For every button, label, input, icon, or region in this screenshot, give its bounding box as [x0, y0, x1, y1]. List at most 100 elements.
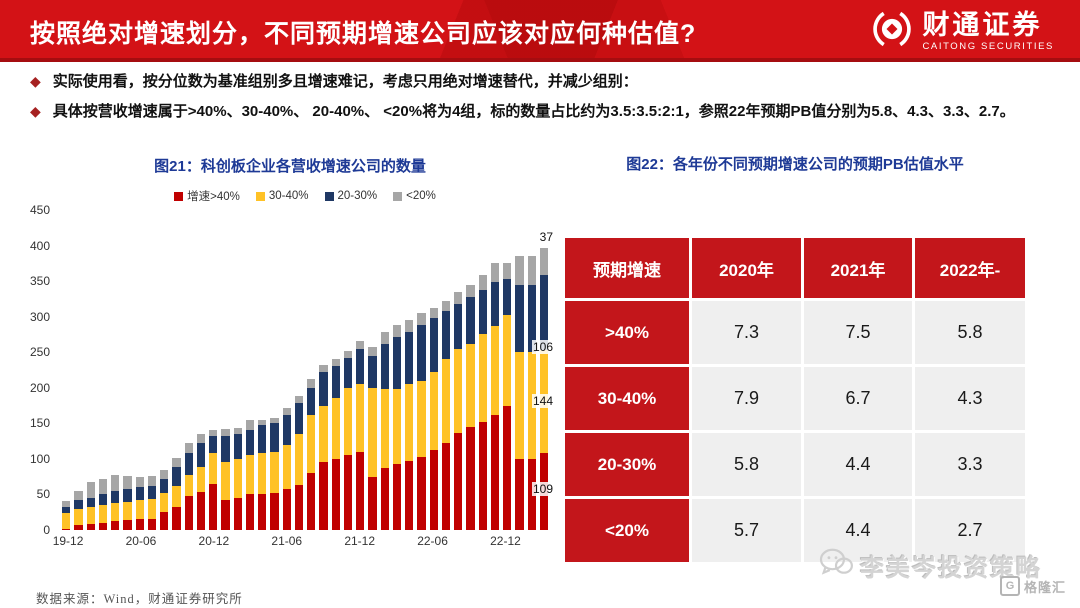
bar-segment [233, 428, 242, 435]
x-axis-tick: 21-06 [271, 534, 303, 548]
stacked-bar-19-12 [62, 500, 71, 530]
caitong-logo: 财通证券 CAITONG SECURITIES [870, 7, 1054, 56]
bar-segment [160, 511, 169, 530]
bar-segment [515, 284, 524, 353]
bar-segment [86, 524, 95, 530]
table-cell: 7.9 [692, 367, 801, 430]
table-cell: 7.5 [804, 301, 912, 364]
bar-segment [405, 332, 414, 385]
chart-x-axis: 19-12 20-06 20-12 21-06 21-12 22-06 22-12 [53, 534, 548, 550]
bar-segment [282, 444, 291, 490]
bar-segment [258, 494, 267, 530]
x-axis-tick: 22-12 [490, 534, 521, 548]
bar-segment [258, 453, 267, 495]
bar-segment [172, 506, 181, 530]
bar-segment [331, 359, 340, 367]
legend-swatch-icon [174, 191, 184, 201]
stacked-bar-20-01 [74, 490, 83, 530]
bar-segment [135, 477, 144, 488]
bar-segment [233, 458, 242, 498]
bar-segment [160, 478, 169, 494]
stacked-bar-20-03 [98, 478, 107, 530]
table-cell: 3.3 [915, 433, 1025, 496]
caitong-logo-text: 财通证券 CAITONG SECURITIES [922, 9, 1054, 52]
bar-segment [319, 462, 328, 530]
bar-segment [331, 366, 340, 399]
bar-segment [429, 308, 438, 319]
figure22-title: 图22：各年份不同预期增速公司的预期PB估值水平 [626, 156, 964, 173]
bar-segment [319, 405, 328, 463]
bar-segment [294, 396, 303, 404]
bar-segment [209, 436, 218, 454]
bar-segment [147, 498, 156, 519]
bar-segment [221, 429, 230, 437]
stacked-bar-20-05 [123, 475, 132, 530]
bar-segment [209, 483, 218, 530]
table-cell: 7.3 [692, 301, 801, 364]
bar-segment [527, 255, 536, 285]
stacked-bar-22-10 [478, 275, 487, 530]
bar-segment [539, 274, 548, 351]
bullet-text: 实际使用看，按分位数为基准组别多且增速难记，考虑只用绝对增速替代，并减少组别： [52, 73, 638, 90]
bar-segment [356, 384, 365, 452]
bar-segment [380, 332, 389, 344]
figure22-table: 预期增速 2020年 2021年 2022年- >40% 7.3 7.5 5.8 30-40% 7… [565, 238, 1025, 562]
bar-segment [343, 387, 352, 456]
bar-segment [123, 501, 132, 521]
bar-segment [392, 463, 401, 530]
bar-segment [184, 474, 193, 496]
logo-name-cn: 财通证券 [922, 9, 1043, 40]
bar-segment [184, 495, 193, 530]
y-axis-tick: 250 [29, 345, 50, 360]
y-axis-tick: 200 [29, 380, 50, 395]
bar-segment [111, 520, 120, 530]
bar-segment [294, 434, 303, 485]
bar-segment [368, 355, 377, 388]
table-header-year: 2020年 [692, 238, 801, 298]
bar-segment [405, 384, 414, 462]
table-cell: 2.7 [915, 499, 1025, 562]
table-row-label: 20-30% [565, 433, 689, 496]
stacked-bar-21-08 [307, 379, 316, 530]
stacked-bar-21-03 [245, 419, 254, 530]
bar-segment [294, 403, 303, 435]
x-axis-tick: 22-06 [417, 534, 448, 548]
bar-segment [307, 414, 316, 474]
bar-segment [478, 275, 487, 290]
bar-segment [478, 421, 487, 530]
table-cell: 5.7 [692, 499, 801, 562]
legend-item: 增速>40% [174, 188, 240, 204]
y-axis-tick: 50 [36, 487, 50, 502]
bar-segment [319, 365, 328, 373]
bar-segment [503, 314, 512, 406]
bar-segment [307, 473, 316, 530]
bar-segment [74, 525, 83, 530]
bar-segment [196, 467, 205, 493]
bar-segment [196, 492, 205, 530]
bar-segment [527, 284, 536, 353]
table-cell: 4.3 [915, 367, 1025, 430]
bar-segment [245, 494, 254, 530]
diamond-bullet-icon: ◆ [30, 103, 41, 119]
bar-segment [62, 506, 71, 513]
bar-segment [417, 313, 426, 326]
bar-segment [172, 467, 181, 486]
stacked-bar-20-02 [86, 482, 95, 530]
stacked-bar-20-12 [209, 430, 218, 530]
stacked-bar-21-07 [294, 396, 303, 530]
bar-segment [74, 490, 83, 501]
table-row-label: >40% [565, 301, 689, 364]
bullet-item: ◆ 具体按营收增速属于>40%、30-40%、 20-40%、 <20%将为4组… [30, 101, 1060, 122]
header-banner: 按照绝对增速划分，不同预期增速公司应该对应何种估值? 财通证券 CAITONG … [0, 0, 1080, 58]
bar-segment [270, 417, 279, 424]
bar-segment [490, 325, 499, 415]
bar-segment [270, 493, 279, 530]
table-cell: 5.8 [915, 301, 1025, 364]
bar-segment [478, 289, 487, 335]
stacked-bar-22-01 [368, 346, 377, 530]
bar-segment [515, 256, 524, 285]
bar-segment [454, 348, 463, 433]
y-axis-tick: 300 [29, 309, 50, 324]
bar-segment [160, 469, 169, 479]
chart-bars [62, 210, 548, 530]
